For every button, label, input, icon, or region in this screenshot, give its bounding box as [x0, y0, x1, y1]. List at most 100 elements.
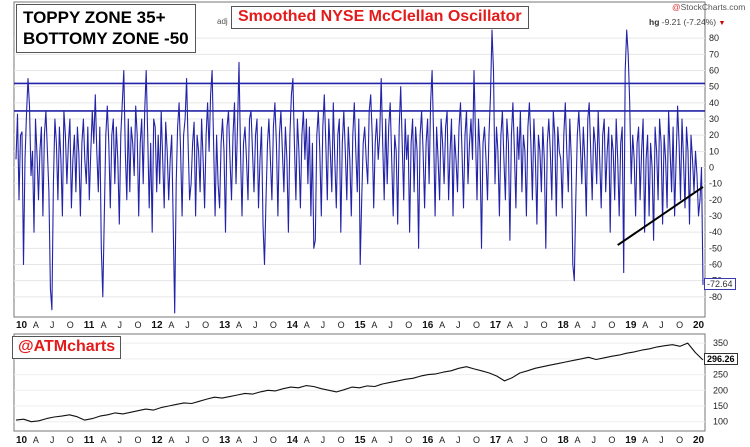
x-tick-label: J — [591, 320, 596, 330]
x-tick-label: J — [456, 320, 461, 330]
x-tick-label: A — [642, 435, 648, 445]
x-tick-label: 20 — [693, 435, 705, 446]
x-tick-label: O — [608, 435, 615, 445]
x-tick-label: J — [185, 435, 190, 445]
x-tick-label: 11 — [84, 435, 95, 446]
x-tick-label: J — [456, 435, 461, 445]
oscillator-title: Smoothed NYSE McClellan Oscillator — [231, 6, 529, 29]
x-tick-label: 17 — [490, 320, 502, 331]
osc-y-tick-label: -30 — [709, 211, 722, 221]
x-tick-label: O — [270, 320, 277, 330]
oscillator-gridlines — [14, 37, 705, 298]
x-tick-label: O — [541, 435, 548, 445]
osc-y-tick-label: 60 — [709, 66, 719, 76]
osc-y-tick-label: 40 — [709, 98, 719, 108]
price-y-tick-label: 100 — [713, 417, 728, 427]
x-tick-label: O — [338, 435, 345, 445]
x-tick-label: A — [439, 435, 445, 445]
x-tick-label: J — [253, 320, 258, 330]
credit-mark: @ — [672, 2, 681, 12]
x-tick-label: 13 — [219, 320, 231, 331]
x-tick-label: 14 — [287, 435, 299, 446]
osc-y-tick-label: 10 — [709, 146, 719, 156]
x-tick-label: A — [33, 435, 39, 445]
osc-y-tick-label: -50 — [709, 243, 722, 253]
x-tick-label: A — [371, 320, 377, 330]
toppy-zone-label: TOPPY ZONE 35+ — [23, 8, 166, 27]
price-line — [15, 342, 704, 423]
x-tick-label: J — [321, 320, 326, 330]
osc-y-tick-label: 80 — [709, 33, 719, 43]
x-tick-label: J — [388, 320, 393, 330]
x-tick-label: 15 — [355, 435, 367, 446]
price-last-value: 296.26 — [704, 353, 738, 366]
x-tick-label: A — [575, 435, 581, 445]
osc-y-tick-label: -10 — [709, 179, 722, 189]
x-tick-label: 10 — [16, 320, 28, 331]
x-tick-label: J — [659, 435, 664, 445]
stockcharts-credit: @StockCharts.com — [672, 2, 745, 12]
x-tick-label: O — [473, 435, 480, 445]
x-tick-label: J — [118, 435, 123, 445]
osc-y-tick-label: 30 — [709, 114, 719, 124]
x-tick-label: J — [321, 435, 326, 445]
adj-fragment: adj — [217, 17, 228, 26]
x-tick-label: 11 — [84, 320, 95, 331]
price-x-axis: 10 A J O 11 A J O 12 A J O 13 A J O 14 A J O 15 A J O 16 A J O 17 A J O… — [16, 435, 705, 446]
bottomy-zone-label: BOTTOMY ZONE -50 — [23, 29, 189, 48]
x-tick-label: A — [33, 320, 39, 330]
oscillator-line — [15, 29, 704, 314]
osc-y-tick-label: 70 — [709, 49, 719, 59]
x-tick-label: 12 — [151, 320, 163, 331]
osc-y-tick-label: -40 — [709, 227, 722, 237]
credit-text: StockCharts.com — [680, 2, 746, 12]
x-tick-label: J — [524, 435, 529, 445]
x-tick-label: J — [591, 435, 596, 445]
oscillator-y-axis: 80706050403020100-10-20-30-40-50-60-70-8… — [709, 33, 722, 302]
oscillator-series — [15, 29, 704, 314]
price-y-tick-label: 200 — [713, 385, 728, 395]
osc-y-tick-label: -60 — [709, 260, 722, 270]
x-tick-label: A — [101, 320, 107, 330]
x-tick-label: O — [473, 320, 480, 330]
x-tick-label: O — [405, 320, 412, 330]
x-tick-label: A — [642, 320, 648, 330]
osc-y-tick-label: 20 — [709, 130, 719, 140]
x-tick-label: O — [134, 435, 141, 445]
price-y-tick-label: 150 — [713, 401, 728, 411]
x-tick-label: 14 — [287, 320, 299, 331]
osc-y-tick-label: -80 — [709, 292, 722, 302]
x-tick-label: A — [304, 320, 310, 330]
x-tick-label: O — [541, 320, 548, 330]
x-tick-label: 18 — [558, 435, 570, 446]
osc-y-tick-label: -20 — [709, 195, 722, 205]
price-panel — [13, 333, 706, 432]
x-tick-label: O — [676, 320, 683, 330]
x-tick-label: J — [118, 320, 123, 330]
x-tick-label: A — [101, 435, 107, 445]
x-tick-label: O — [67, 435, 74, 445]
price-y-tick-label: 350 — [713, 338, 728, 348]
author-handle: @ATMcharts — [12, 336, 122, 359]
x-tick-label: O — [676, 435, 683, 445]
x-tick-label: A — [168, 435, 174, 445]
oscillator-x-axis: 10 A J O 11 A J O 12 A J O 13 A J O 14 A J O 15 A J O 16 A J O 17 A J O… — [16, 320, 705, 331]
change-readout: hg -9.21 (-7.24%) ▼ — [649, 17, 725, 27]
x-tick-label: A — [304, 435, 310, 445]
x-tick-label: O — [202, 435, 209, 445]
x-tick-label: 13 — [219, 435, 231, 446]
x-tick-label: J — [253, 435, 258, 445]
change-label: hg — [649, 17, 660, 27]
x-tick-label: A — [371, 435, 377, 445]
x-tick-label: 16 — [422, 435, 434, 446]
x-tick-label: O — [202, 320, 209, 330]
x-tick-label: A — [168, 320, 174, 330]
x-tick-label: O — [608, 320, 615, 330]
x-tick-label: 12 — [151, 435, 163, 446]
x-tick-label: A — [439, 320, 445, 330]
x-tick-label: J — [524, 320, 529, 330]
price-series — [15, 342, 704, 423]
x-tick-label: 18 — [558, 320, 570, 331]
x-tick-label: O — [134, 320, 141, 330]
x-tick-label: 20 — [693, 320, 705, 331]
